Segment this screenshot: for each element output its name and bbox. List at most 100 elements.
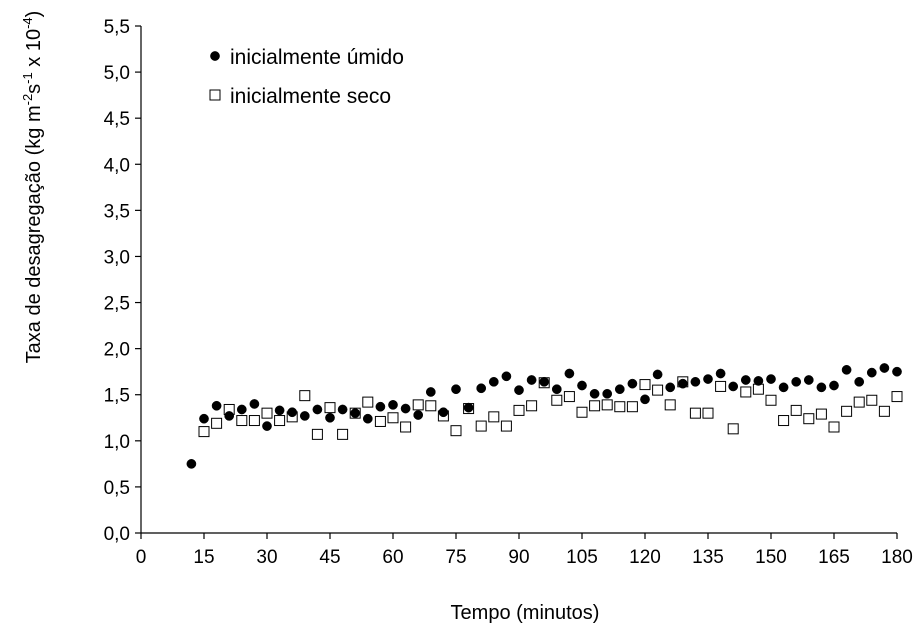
- data-point-seco: [387, 412, 399, 424]
- tick-labels: 0,0 0,5 1,0 1,5 2,0 2,5 3,0 3,5 4,0 4,5 5,0 5,5 0 15 3…: [104, 17, 913, 568]
- data-point-umido: [753, 376, 764, 386]
- data-point-seco: [513, 404, 525, 416]
- x-tick-label: 30: [256, 547, 277, 568]
- y-tick-label: 0,5: [104, 478, 130, 499]
- data-points: [186, 363, 903, 469]
- y-axis-title: Taxa de desagregação (kg m-2s-1 x 10-4): [20, 11, 45, 364]
- x-tick-label: 75: [445, 547, 466, 568]
- data-point-umido: [677, 378, 688, 389]
- data-point-umido: [526, 375, 537, 385]
- data-point-umido: [438, 407, 449, 418]
- data-point-seco: [311, 428, 323, 440]
- x-tick-label: 120: [629, 547, 661, 568]
- data-point-seco: [853, 396, 865, 408]
- y-tick-label: 0,0: [104, 524, 130, 545]
- data-point-seco: [551, 394, 563, 406]
- data-point-umido: [652, 369, 663, 380]
- data-point-seco: [841, 405, 853, 417]
- data-point-umido: [211, 400, 222, 411]
- data-point-umido: [879, 363, 890, 373]
- data-point-seco: [601, 399, 613, 411]
- data-point-seco: [614, 401, 626, 413]
- data-point-umido: [665, 382, 676, 393]
- data-point-seco: [425, 400, 437, 412]
- data-point-umido: [514, 385, 524, 395]
- data-point-seco: [488, 411, 500, 423]
- data-point-seco: [815, 408, 827, 420]
- data-point-seco: [765, 394, 777, 406]
- data-point-umido: [299, 411, 310, 421]
- data-point-umido: [274, 405, 285, 416]
- x-tick-label: 105: [566, 547, 598, 568]
- data-point-seco: [248, 415, 260, 427]
- data-point-seco: [198, 426, 210, 438]
- data-point-umido: [589, 388, 600, 399]
- data-point-umido: [614, 384, 625, 395]
- data-point-umido: [287, 407, 298, 418]
- y-axis-title-part: ): [23, 11, 45, 18]
- data-point-umido: [350, 408, 361, 419]
- data-point-seco: [400, 421, 412, 433]
- data-point-umido: [892, 366, 902, 377]
- y-axis-title-part: Taxa de desagregação (kg m: [23, 105, 45, 363]
- data-point-seco: [740, 386, 752, 398]
- legend-marker-umido: [210, 51, 220, 61]
- y-axis-title-sup: -1: [20, 72, 35, 84]
- data-point-umido: [551, 384, 562, 395]
- data-point-seco: [324, 402, 336, 414]
- y-tick-label: 4,0: [104, 155, 130, 176]
- x-tick-label: 165: [818, 547, 850, 568]
- data-point-umido: [778, 382, 789, 393]
- data-point-seco: [475, 420, 487, 432]
- data-point-umido: [690, 376, 701, 387]
- y-axis-title-part: s: [23, 84, 45, 94]
- data-point-umido: [476, 383, 487, 394]
- data-point-umido: [463, 402, 474, 413]
- x-tick-label: 135: [692, 547, 724, 568]
- data-point-umido: [854, 376, 865, 387]
- axes: [135, 25, 898, 539]
- data-point-umido: [841, 364, 852, 375]
- data-point-umido: [564, 368, 575, 379]
- legend: inicialmente úmido inicialmente seco: [209, 46, 404, 108]
- data-point-seco: [274, 415, 286, 427]
- data-point-seco: [211, 417, 223, 429]
- data-point-seco: [563, 391, 575, 403]
- y-axis-title-sup: -4: [20, 17, 35, 29]
- data-point-seco: [337, 428, 349, 440]
- data-point-seco: [878, 405, 890, 417]
- data-point-seco: [689, 407, 701, 419]
- data-point-umido: [501, 371, 512, 382]
- data-point-seco: [299, 390, 311, 402]
- data-point-seco: [715, 380, 727, 392]
- data-point-umido: [791, 376, 802, 387]
- data-point-umido: [375, 401, 386, 412]
- data-point-umido: [362, 413, 373, 424]
- y-tick-label: 2,0: [104, 340, 130, 361]
- data-point-umido: [640, 394, 650, 405]
- y-tick-label: 4,5: [104, 109, 130, 130]
- legend-label: inicialmente úmido: [230, 46, 404, 69]
- x-tick-label: 15: [193, 547, 214, 568]
- y-tick-label: 5,5: [104, 17, 130, 38]
- y-tick-label: 1,5: [104, 386, 130, 407]
- data-point-seco: [374, 415, 386, 427]
- x-tick-label: 60: [382, 547, 403, 568]
- data-point-umido: [413, 410, 424, 420]
- data-point-seco: [727, 423, 739, 435]
- y-tick-label: 3,5: [104, 201, 130, 222]
- data-point-seco: [828, 421, 840, 433]
- data-point-umido: [866, 367, 877, 378]
- data-point-seco: [790, 404, 802, 416]
- data-point-seco: [500, 420, 512, 432]
- data-point-umido: [249, 399, 260, 409]
- data-point-umido: [728, 381, 739, 392]
- data-point-umido: [400, 403, 411, 414]
- data-point-umido: [816, 382, 827, 393]
- data-point-seco: [576, 406, 588, 418]
- data-point-umido: [388, 400, 398, 410]
- y-axis-title-sup: -2: [20, 94, 35, 106]
- data-point-umido: [829, 380, 839, 391]
- data-point-seco: [626, 401, 638, 413]
- data-point-umido: [539, 376, 550, 387]
